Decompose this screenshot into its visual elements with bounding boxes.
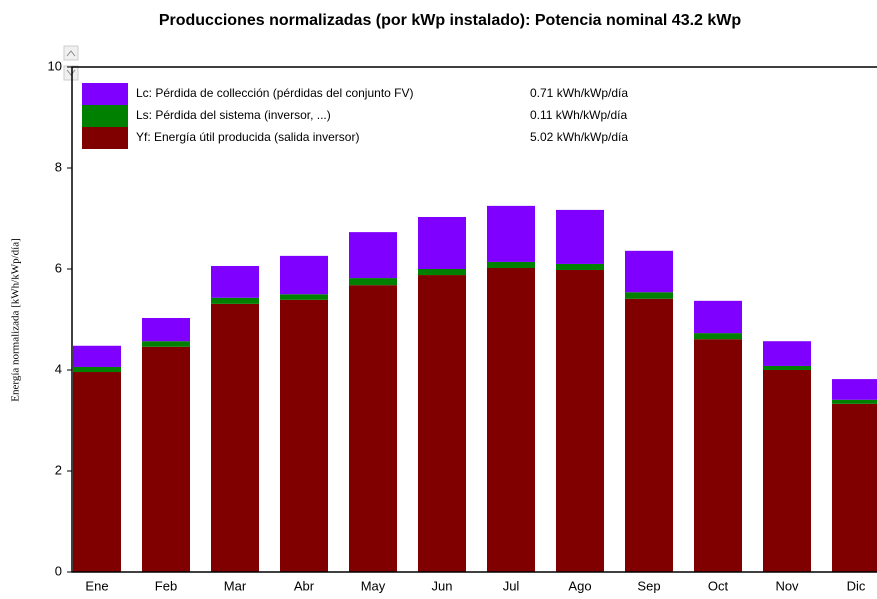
- x-tick-label: Ago: [568, 578, 591, 593]
- bar-segment: [280, 255, 328, 295]
- legend-value: 5.02 kWh/kWp/día: [530, 130, 628, 144]
- bar-segment: [73, 366, 121, 373]
- bar-segment: [349, 278, 397, 286]
- bar-segment: [418, 216, 466, 269]
- bar-segment: [487, 261, 535, 268]
- bar-segment: [349, 285, 397, 572]
- legend-swatch: [82, 83, 128, 105]
- chart-title: Producciones normalizadas (por kWp insta…: [159, 12, 742, 29]
- y-tick-label: 8: [55, 159, 62, 174]
- scroll-up-arrow: [66, 50, 76, 57]
- x-tick-label: Oct: [708, 578, 729, 593]
- bar-segment: [556, 209, 604, 264]
- bar-segment: [211, 303, 259, 572]
- y-axis-label: Energía normalizada [kWh/kWp/día]: [10, 238, 22, 402]
- y-tick-label: 0: [55, 563, 62, 578]
- plot-frame: [71, 66, 877, 573]
- y-tick-label: 6: [55, 260, 62, 275]
- bar-segment: [694, 339, 742, 572]
- bar-segment: [763, 370, 811, 572]
- bar-segment: [832, 379, 877, 400]
- bar-segment: [694, 333, 742, 340]
- bar-segment: [556, 270, 604, 572]
- x-tick-label: Nov: [775, 578, 799, 593]
- bar-segment: [211, 265, 259, 298]
- x-tick-label: Jul: [503, 578, 520, 593]
- bar-segment: [73, 345, 121, 367]
- x-tick-label: Dic: [847, 578, 866, 593]
- bar-segment: [625, 250, 673, 293]
- scroll-up[interactable]: [63, 45, 79, 61]
- bar-segment: [487, 205, 535, 262]
- y-tick-label: 4: [55, 361, 62, 376]
- x-tick-label: Abr: [294, 578, 315, 593]
- legend-value: 0.71 kWh/kWp/día: [530, 86, 628, 100]
- legend-label: Yf: Energía útil producida (salida inver…: [136, 130, 359, 144]
- bar-segment: [694, 300, 742, 334]
- bar-segment: [763, 365, 811, 370]
- bar-segment: [625, 298, 673, 572]
- x-tick-label: Mar: [224, 578, 247, 593]
- y-tick-label: 10: [48, 58, 62, 73]
- x-tick-label: Ene: [85, 578, 108, 593]
- y-tick-label: 2: [55, 462, 62, 477]
- bar-segment: [142, 346, 190, 572]
- bar-segment: [211, 297, 259, 304]
- x-tick-label: May: [361, 578, 386, 593]
- x-tick-label: Feb: [155, 578, 177, 593]
- bar-segment: [280, 299, 328, 572]
- bar-segment: [625, 292, 673, 299]
- bar-segment: [418, 275, 466, 572]
- bar-segment: [832, 403, 877, 572]
- bar-segment: [349, 232, 397, 279]
- legend-label: Lc: Pérdida de collección (pérdidas del …: [136, 86, 414, 100]
- scroll-widget[interactable]: [63, 45, 79, 81]
- legend-label: Ls: Pérdida del sistema (inversor, ...): [136, 108, 331, 122]
- bar-segment: [763, 341, 811, 366]
- bar-segment: [418, 269, 466, 276]
- legend-value: 0.11 kWh/kWp/día: [530, 108, 627, 122]
- bar-segment: [556, 263, 604, 271]
- x-tick-label: Jun: [432, 578, 453, 593]
- bar-segment: [142, 341, 190, 347]
- x-tick-label: Sep: [637, 578, 660, 593]
- legend-swatch: [82, 105, 128, 127]
- bar-segment: [832, 399, 877, 404]
- scroll-down[interactable]: [63, 65, 79, 81]
- bar-segment: [487, 267, 535, 572]
- scroll-down-arrow: [66, 69, 76, 76]
- legend-swatch: [82, 127, 128, 149]
- bar-segment: [73, 372, 121, 572]
- bar-segment: [280, 294, 328, 300]
- bar-segment: [142, 317, 190, 342]
